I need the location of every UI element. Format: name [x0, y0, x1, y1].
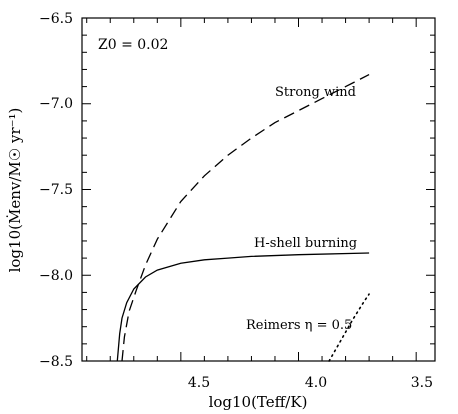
y-tick-label: −7.0	[39, 96, 73, 112]
ticks	[82, 17, 435, 362]
x-axis-title: log10(Teff/K)	[209, 393, 308, 411]
strong-wind-label: Strong wind	[275, 85, 356, 100]
y-tick-label: −8.0	[39, 268, 73, 284]
series-line-strong-wind	[121, 74, 370, 362]
y-tick-label: −7.5	[39, 182, 73, 198]
series-line-h-shell-burning	[116, 252, 370, 362]
metallicity-annotation: Z0 = 0.02	[98, 37, 168, 53]
y-tick-label: −6.5	[39, 11, 73, 27]
x-tick-label: 4.0	[305, 375, 327, 391]
x-tick-label: 3.5	[411, 375, 433, 391]
reimers-label: Reimers η = 0.5	[246, 318, 352, 333]
y-tick-label: −8.5	[39, 354, 73, 370]
series-line-reimers-0-5	[328, 293, 370, 362]
plot-frame	[81, 17, 436, 362]
y-axis-title: log10(Ṁenv/M☉ yr⁻¹)	[6, 108, 24, 273]
x-tick-label: 4.5	[188, 375, 210, 391]
series-layer	[116, 74, 370, 362]
h-shell-burning-label: H-shell burning	[254, 236, 357, 251]
